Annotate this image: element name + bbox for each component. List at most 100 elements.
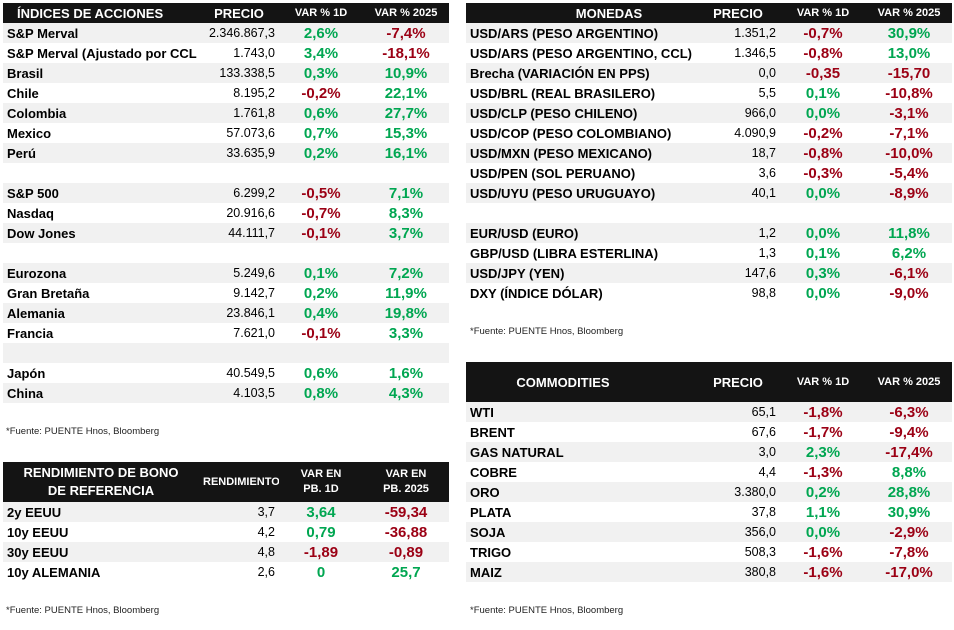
row-price: 23.846,1 [199, 303, 279, 323]
row-var-ytd: 27,7% [363, 103, 449, 123]
row-var-1d: 0,0% [780, 103, 866, 123]
row-price: 133.338,5 [199, 63, 279, 83]
row-name: Alemania [3, 303, 199, 323]
table-row: 10y ALEMANIA 2,6 0 25,7 [3, 562, 449, 582]
row-var-1d: -0,7% [780, 23, 866, 43]
commodities-header: COMMODITIES PRECIO VAR % 1D VAR % 2025 [466, 362, 952, 402]
row-price: 3,6 [696, 163, 780, 183]
row-price: 65,1 [696, 402, 780, 422]
table-row: USD/UYU (PESO URUGUAYO) 40,1 0,0% -8,9% [466, 183, 952, 203]
row-var-1d: -0,5% [279, 183, 363, 203]
commodities-header-name: COMMODITIES [466, 362, 696, 402]
monedas-header-price: PRECIO [696, 3, 780, 23]
row-var-ytd: 1,6% [363, 363, 449, 383]
table-row: 10y EEUU 4,2 0,79 -36,88 [3, 522, 449, 542]
table-row: USD/ARS (PESO ARGENTINO, CCL) 1.346,5 -0,8… [466, 43, 952, 63]
acciones-header-ytd: VAR % 2025 [363, 3, 449, 23]
row-price: 98,8 [696, 283, 780, 303]
row-var-ytd: -7,1% [866, 123, 952, 143]
row-price: 40.549,5 [199, 363, 279, 383]
row-var-ytd: 30,9% [866, 23, 952, 43]
monedas-header-ytd: VAR % 2025 [866, 3, 952, 23]
table-row: USD/MXN (PESO MEXICANO) 18,7 -0,8% -10,0% [466, 143, 952, 163]
row-price: 37,8 [696, 502, 780, 522]
row-name: Japón [3, 363, 199, 383]
row-price: 3,0 [696, 442, 780, 462]
row-var-1d: -0,35 [780, 63, 866, 83]
row-price: 4,4 [696, 462, 780, 482]
table-row: DXY (ÍNDICE DÓLAR) 98,8 0,0% -9,0% [466, 283, 952, 303]
row-price: 4.103,5 [199, 383, 279, 403]
table-row: S&P 500 6.299,2 -0,5% 7,1% [3, 183, 449, 203]
row-name: Dow Jones [3, 223, 199, 243]
spacer-row [3, 163, 449, 183]
table-row: SOJA 356,0 0,0% -2,9% [466, 522, 952, 542]
table-row: S&P Merval (Ajustado por CCL 1.743,0 3,4% -… [3, 43, 449, 63]
bonos-source: *Fuente: PUENTE Hnos, Bloomberg [6, 605, 160, 616]
spacer-row [3, 343, 449, 363]
row-var-1d: -1,6% [780, 562, 866, 582]
row-var-1d: 0,3% [279, 63, 363, 83]
table-row: GAS NATURAL 3,0 2,3% -17,4% [466, 442, 952, 462]
row-name: Colombia [3, 103, 199, 123]
row-price: 4,2 [199, 522, 279, 542]
row-var-ytd: 16,1% [363, 143, 449, 163]
row-var-ytd: 4,3% [363, 383, 449, 403]
row-var-1d: -0,1% [279, 323, 363, 343]
row-var-ytd: 30,9% [866, 502, 952, 522]
row-price: 3,7 [199, 502, 279, 522]
row-var-ytd: 25,7 [363, 562, 449, 582]
row-var-ytd: -6,1% [866, 263, 952, 283]
acciones-header: ÍNDICES DE ACCIONES PRECIO VAR % 1D VAR … [3, 3, 449, 23]
monedas-header-d1: VAR % 1D [780, 3, 866, 23]
row-var-1d: 2,3% [780, 442, 866, 462]
row-var-ytd: 22,1% [363, 83, 449, 103]
row-var-1d: -0,1% [279, 223, 363, 243]
table-row: Brecha (VARIACIÓN EN PPS) 0,0 -0,35 -15,70 [466, 63, 952, 83]
row-var-1d: -1,3% [780, 462, 866, 482]
row-price: 4,8 [199, 542, 279, 562]
row-var-1d: 2,6% [279, 23, 363, 43]
table-row: PLATA 37,8 1,1% 30,9% [466, 502, 952, 522]
table-row: GBP/USD (LIBRA ESTERLINA) 1,3 0,1% 6,2% [466, 243, 952, 263]
row-name: USD/PEN (SOL PERUANO) [466, 163, 696, 183]
spacer-row [3, 243, 449, 263]
row-price: 2,6 [199, 562, 279, 582]
row-var-1d: -0,2% [279, 83, 363, 103]
row-var-1d: 0,7% [279, 123, 363, 143]
row-var-ytd: 3,7% [363, 223, 449, 243]
row-var-ytd: -2,9% [866, 522, 952, 542]
monedas-panel: MONEDAS PRECIO VAR % 1D VAR % 2025 USD/A… [466, 3, 952, 303]
row-name: 30y EEUU [3, 542, 199, 562]
acciones-header-name: ÍNDICES DE ACCIONES [3, 3, 199, 23]
row-var-ytd: 7,1% [363, 183, 449, 203]
row-var-ytd: 28,8% [866, 482, 952, 502]
row-var-ytd: -36,88 [363, 522, 449, 542]
row-var-ytd: -10,0% [866, 143, 952, 163]
row-name: PLATA [466, 502, 696, 522]
row-name: China [3, 383, 199, 403]
table-row: USD/COP (PESO COLOMBIANO) 4.090,9 -0,2% -7,… [466, 123, 952, 143]
table-row: ORO 3.380,0 0,2% 28,8% [466, 482, 952, 502]
row-name: USD/CLP (PESO CHILENO) [466, 103, 696, 123]
row-var-1d: -1,7% [780, 422, 866, 442]
monedas-body: USD/ARS (PESO ARGENTINO) 1.351,2 -0,7% 30,9… [466, 23, 952, 303]
row-var-1d: 0,1% [780, 83, 866, 103]
table-row: China 4.103,5 0,8% 4,3% [3, 383, 449, 403]
row-var-ytd: -9,0% [866, 283, 952, 303]
row-var-ytd: -18,1% [363, 43, 449, 63]
row-price: 508,3 [696, 542, 780, 562]
row-price: 2.346.867,3 [199, 23, 279, 43]
row-var-ytd: 6,2% [866, 243, 952, 263]
row-var-1d: 0,0% [780, 522, 866, 542]
table-row: EUR/USD (EURO) 1,2 0,0% 11,8% [466, 223, 952, 243]
row-name: COBRE [466, 462, 696, 482]
row-var-1d: 0,0% [780, 183, 866, 203]
row-var-ytd: -17,4% [866, 442, 952, 462]
row-price: 1.351,2 [696, 23, 780, 43]
monedas-source: *Fuente: PUENTE Hnos, Bloomberg [470, 326, 624, 337]
row-var-1d: 0,79 [279, 522, 363, 542]
table-row: TRIGO 508,3 -1,6% -7,8% [466, 542, 952, 562]
row-var-1d: 3,4% [279, 43, 363, 63]
table-row: Francia 7.621,0 -0,1% 3,3% [3, 323, 449, 343]
